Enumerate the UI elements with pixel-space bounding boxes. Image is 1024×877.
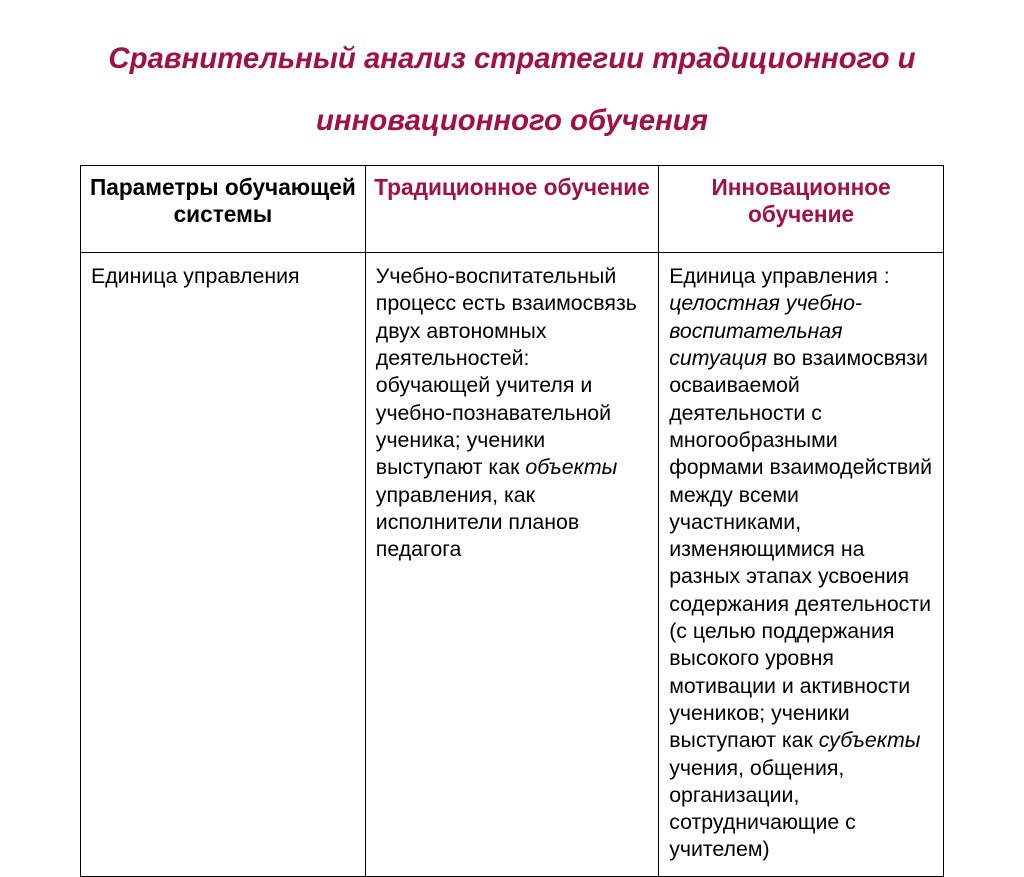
slide-page: Сравнительный анализ стратегии традицион…: [0, 0, 1024, 767]
col-header-traditional: Традиционное обучение: [365, 166, 658, 253]
cell-innovative: Единица управления : целостная учебно-во…: [659, 253, 944, 877]
comparison-table: Параметры обучающей системы Традиционное…: [80, 165, 944, 877]
table-row: Единица управления Учебно-воспитательный…: [81, 253, 944, 877]
cell-traditional: Учебно-воспитательный процесс есть взаим…: [365, 253, 658, 877]
cell-parameter: Единица управления: [81, 253, 366, 877]
col-header-parameters: Параметры обучающей системы: [81, 166, 366, 253]
slide-title: Сравнительный анализ стратегии традицион…: [80, 28, 944, 151]
table-header-row: Параметры обучающей системы Традиционное…: [81, 166, 944, 253]
col-header-innovative: Инновационное обучение: [659, 166, 944, 253]
